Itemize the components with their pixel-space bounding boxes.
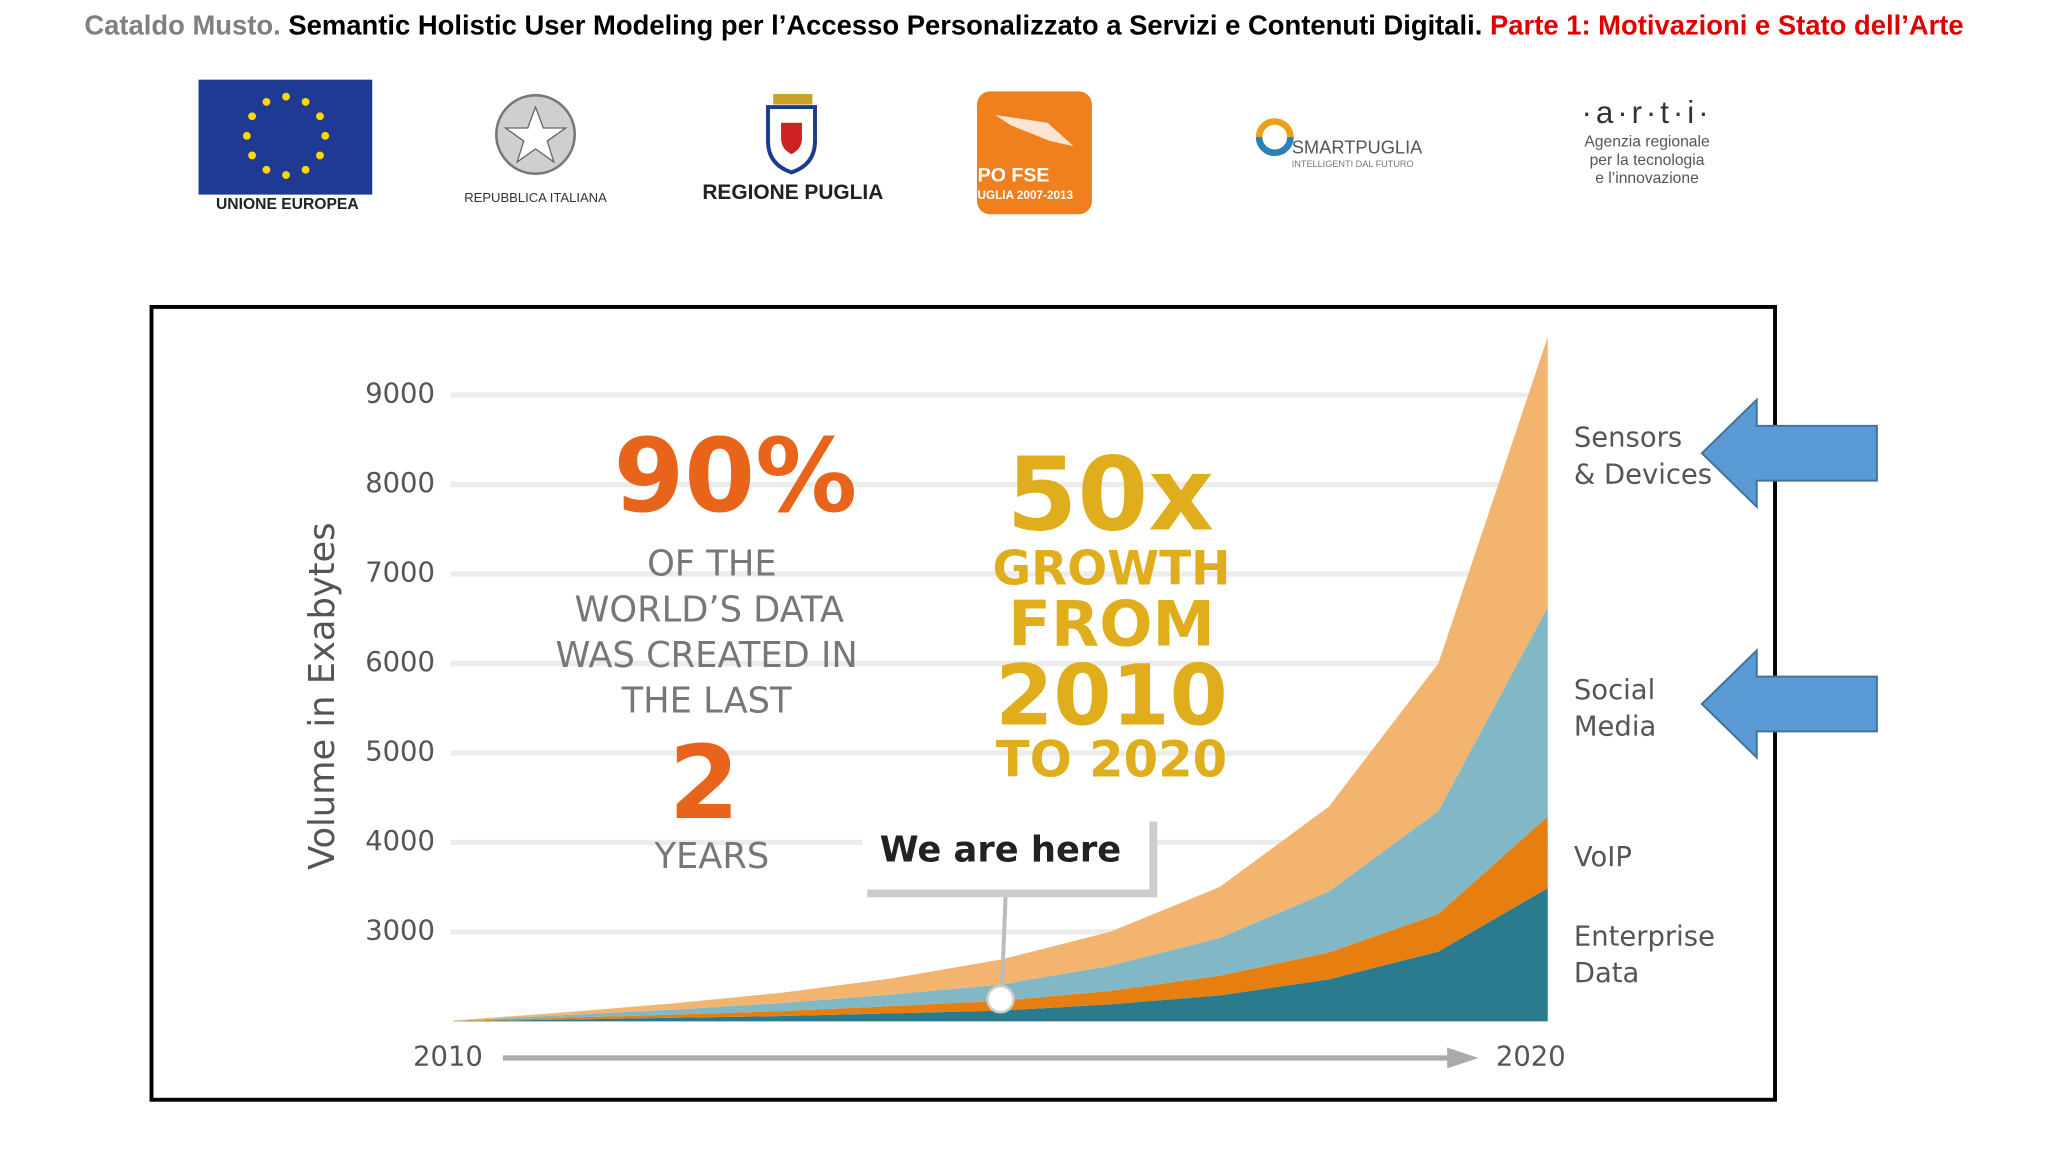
star <box>282 171 290 179</box>
legend-text: VoIP <box>1573 841 1632 873</box>
annotation: 2 <box>669 724 740 843</box>
annotation: WORLD’S DATA <box>574 589 843 630</box>
y-tick-label: 7000 <box>365 557 435 588</box>
annotation: FROM <box>1008 587 1215 660</box>
logo-text: per la tecnologia <box>1590 152 1705 169</box>
logo-eu: UNIONE EUROPEA <box>198 79 373 213</box>
pointer-line <box>999 893 1008 991</box>
annotation: OF THE <box>647 544 777 585</box>
arrow <box>1700 648 1878 760</box>
logo-puglia: REGIONE PUGLIA <box>702 94 883 204</box>
legend-item: Enterprise Data <box>1574 918 1731 991</box>
legend-label: Social Media <box>1574 671 1705 744</box>
legend-item: Sensors & Devices <box>1574 419 1718 492</box>
annotation: YEARS <box>653 836 769 877</box>
logo-text: INTELLIGENTI DAL FUTURO <box>1292 159 1414 169</box>
arrow-head <box>1447 1047 1479 1069</box>
legend: Enterprise Data VoIP Social Media Sensors &… <box>1574 419 1731 991</box>
legend-item: Social Media <box>1574 671 1705 744</box>
star <box>301 97 310 106</box>
legend-text: Social Media <box>1573 673 1657 742</box>
star <box>282 92 290 101</box>
y-axis-label: Volume in Exabytes <box>302 522 343 870</box>
callout-text: We are here <box>880 830 1121 871</box>
logo-text: Agenzia regionale <box>1584 134 1710 151</box>
annotation: GROWTH <box>992 542 1230 597</box>
logo-text: ·a·r·t·i· <box>1582 95 1713 130</box>
y-tick-label: 6000 <box>365 647 435 678</box>
area <box>453 816 1548 1022</box>
y-tick-label: 5000 <box>365 736 435 767</box>
legend-label: Sensors & Devices <box>1574 419 1718 492</box>
annotations: 90% OF THE WORLD’S DATA WAS CREATED IN T… <box>555 417 1230 877</box>
legend-label: Enterprise Data <box>1574 918 1731 991</box>
logo-text: REPUBBLICA ITALIANA <box>464 190 607 205</box>
y-tick-label: 9000 <box>365 379 435 410</box>
title: Semantic Holistic User Modeling per l’Ac… <box>288 10 1482 41</box>
logo-text: SMARTPUGLIA <box>1292 137 1423 158</box>
star <box>262 165 271 174</box>
annotation: TO 2020 <box>996 730 1227 788</box>
annotation: WAS CREATED IN <box>555 635 857 676</box>
logo-fse: PO FSE PUGLIA 2007-2013 <box>970 91 1092 215</box>
area <box>453 888 1548 1022</box>
spacer <box>1685 419 1718 420</box>
star <box>248 112 257 121</box>
star <box>321 131 330 140</box>
annotation: THE LAST <box>621 681 792 722</box>
y-tick-label: 4000 <box>365 826 435 857</box>
star <box>316 112 324 121</box>
author: Cataldo Musto. <box>84 10 280 41</box>
x-tick-label: 2020 <box>1496 1041 1566 1072</box>
logo-text: PUGLIA 2007-2013 <box>970 189 1074 202</box>
part: Parte 1: Motivazioni e Stato dell’Arte <box>1490 10 1964 41</box>
logo-text: e l’innovazione <box>1595 170 1699 187</box>
areas <box>453 336 1548 1022</box>
arrow <box>1700 397 1878 510</box>
star <box>316 151 324 160</box>
star <box>301 165 310 174</box>
star <box>248 151 257 160</box>
annotation: 2010 <box>995 646 1228 744</box>
legend-text: Enterprise Data <box>1573 920 1715 989</box>
area <box>453 607 1548 1022</box>
y-tick-label: 3000 <box>365 915 435 946</box>
header: Cataldo Musto. Semantic Holistic User Mo… <box>84 10 1963 41</box>
y-tick-label: 8000 <box>365 468 435 499</box>
logo-text: PO FSE <box>978 164 1050 186</box>
star <box>242 131 251 140</box>
logo-text: REGIONE PUGLIA <box>702 181 883 204</box>
legend-label: VoIP <box>1574 839 1731 876</box>
grid: 3000 4000 5000 6000 7000 8000 9000 2010 2020 <box>365 379 1565 1073</box>
annotation: 50x <box>1006 435 1213 554</box>
logo-smart: SMARTPUGLIA INTELLIGENTI DAL FUTURO <box>1255 118 1423 169</box>
star <box>262 97 271 106</box>
x-tick-label: 2010 <box>413 1041 483 1072</box>
here-dot <box>986 984 1015 1014</box>
logo-text: UNIONE EUROPEA <box>216 196 359 213</box>
area <box>453 336 1548 1021</box>
annotation: 90% <box>613 417 857 536</box>
logo-italy: REPUBBLICA ITALIANA <box>464 94 607 205</box>
legend-text: Sensors & Devices <box>1573 421 1713 490</box>
callout-box <box>862 816 1150 890</box>
logo-arti: ·a·r·t·i· Agenzia regionale per la tecno… <box>1582 95 1713 187</box>
legend-item: VoIP <box>1574 839 1731 876</box>
